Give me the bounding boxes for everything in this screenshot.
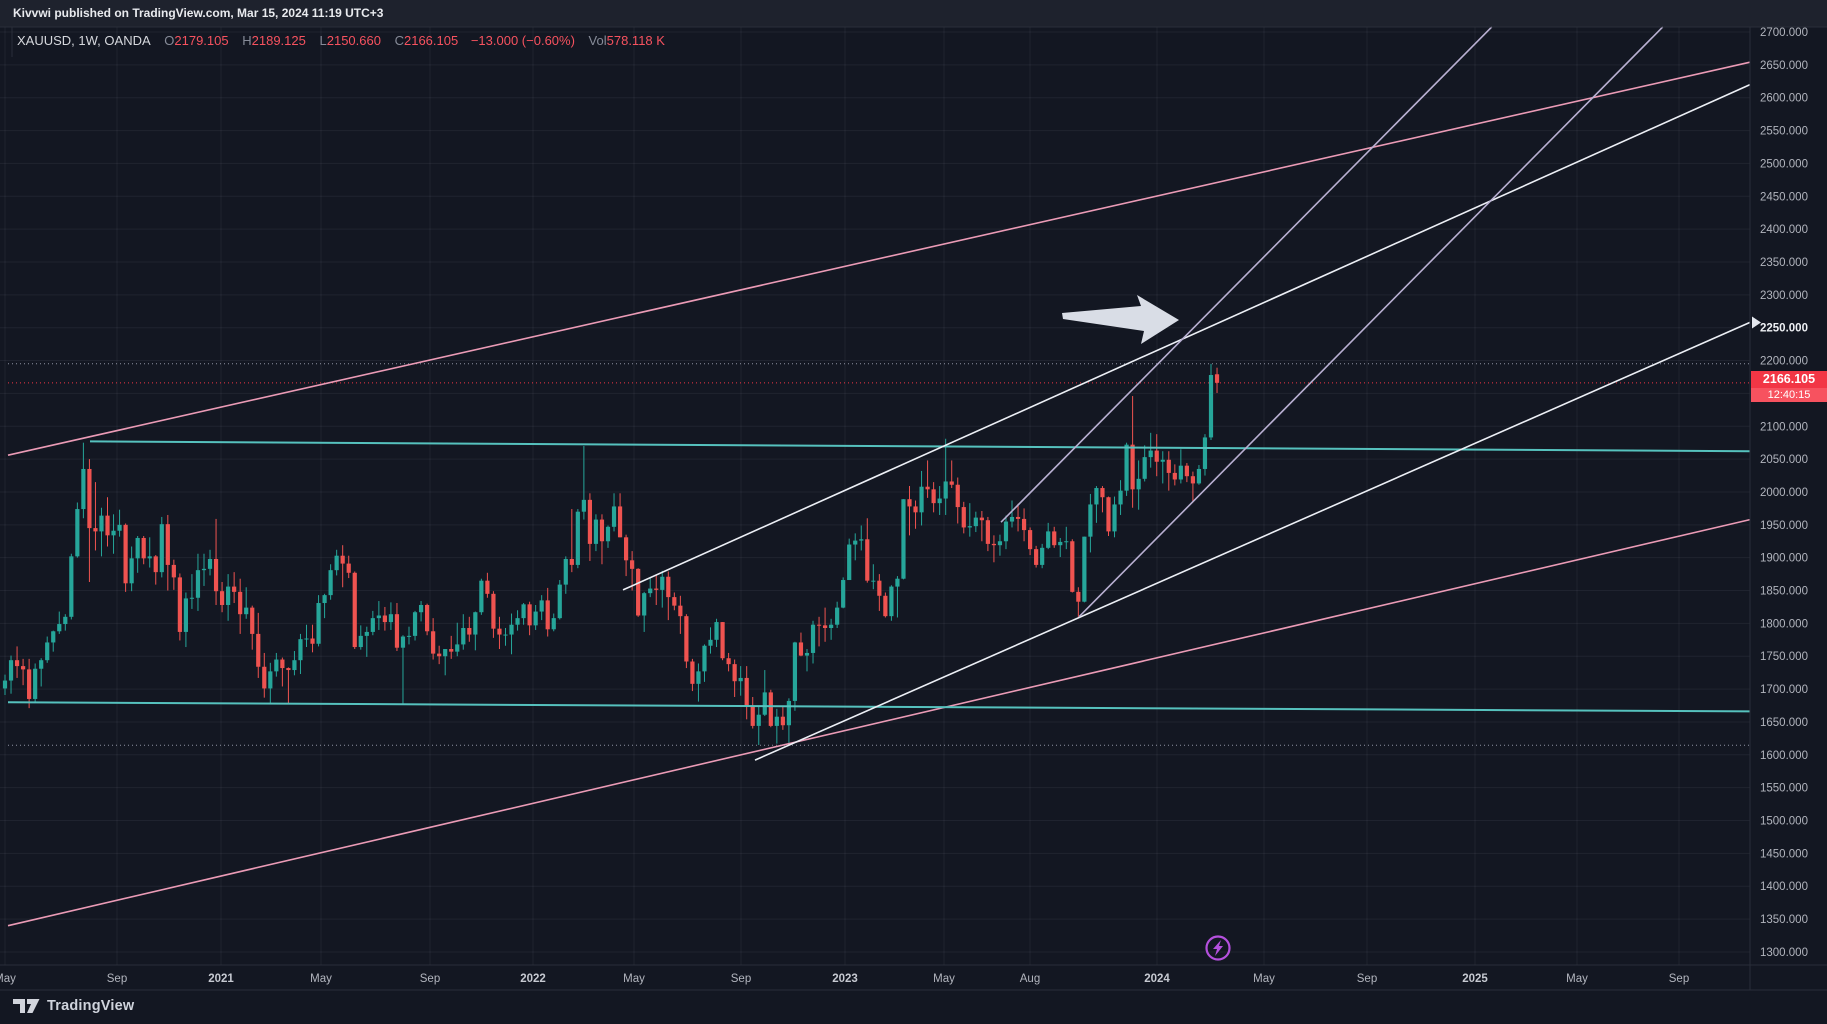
svg-text:Sep: Sep	[731, 973, 751, 985]
teal-range-top[interactable]	[89, 440, 1751, 453]
svg-text:2650.000: 2650.000	[1760, 60, 1808, 72]
svg-text:May: May	[623, 973, 645, 985]
low-value: 2150.660	[326, 33, 381, 48]
svg-text:Sep: Sep	[1669, 973, 1689, 985]
svg-text:May: May	[310, 973, 332, 985]
open-value: 2179.105	[174, 33, 229, 48]
close-value: 2166.105	[403, 33, 459, 48]
chart-legend[interactable]: XAUUSD, 1W, OANDA O2179.105 H2189.125 L2…	[17, 33, 665, 48]
published-line: Kivvwi published on TradingView.com, Mar…	[13, 6, 384, 20]
footer-bar: TradingView	[13, 995, 134, 1017]
svg-text:1650.000: 1650.000	[1760, 717, 1808, 729]
idea-lightning-icon[interactable]	[1205, 935, 1231, 961]
svg-text:2450.000: 2450.000	[1760, 191, 1808, 203]
svg-text:May: May	[1566, 973, 1588, 985]
last-price-label: 2166.105 12:40:15	[1751, 371, 1827, 402]
svg-text:2500.000: 2500.000	[1760, 158, 1808, 170]
svg-text:2200.000: 2200.000	[1760, 356, 1808, 368]
svg-text:2550.000: 2550.000	[1760, 126, 1808, 138]
svg-text:2350.000: 2350.000	[1760, 257, 1808, 269]
close-label: C	[394, 33, 404, 48]
steep-trendline-right[interactable]	[1078, 26, 1664, 618]
open-label: O	[164, 33, 175, 48]
svg-text:1550.000: 1550.000	[1760, 783, 1808, 795]
svg-text:2000.000: 2000.000	[1760, 487, 1808, 499]
tradingview-logo-icon[interactable]	[13, 998, 40, 1014]
high-value: 2189.125	[251, 33, 306, 48]
low-label: L	[319, 33, 327, 48]
change-value: −13.000 (−0.60%)	[470, 33, 575, 48]
svg-text:2025: 2025	[1462, 973, 1488, 985]
white-channel-upper[interactable]	[622, 83, 1751, 591]
svg-text:1300.000: 1300.000	[1760, 947, 1808, 959]
tradingview-brand[interactable]: TradingView	[47, 998, 135, 1014]
white-channel-lower[interactable]	[754, 321, 1751, 761]
svg-text:2600.000: 2600.000	[1760, 93, 1808, 105]
line-price-marker-icon	[1752, 316, 1761, 329]
svg-text:2022: 2022	[520, 973, 546, 985]
svg-text:1450.000: 1450.000	[1760, 848, 1808, 860]
svg-text:2021: 2021	[208, 973, 234, 985]
symbol-title[interactable]: XAUUSD, 1W, OANDA	[17, 33, 151, 48]
svg-text:1900.000: 1900.000	[1760, 553, 1808, 565]
pink-channel-lower[interactable]	[7, 518, 1751, 927]
svg-text:Sep: Sep	[420, 973, 440, 985]
header-bar: Kivvwi published on TradingView.com, Mar…	[0, 0, 1827, 27]
svg-text:2023: 2023	[832, 973, 858, 985]
grid-lines	[0, 27, 1750, 965]
candlesticks	[2, 363, 1220, 745]
svg-text:Sep: Sep	[107, 973, 127, 985]
svg-text:1400.000: 1400.000	[1760, 881, 1808, 893]
pink-channel-upper[interactable]	[7, 61, 1751, 456]
teal-range-bottom[interactable]	[7, 701, 1751, 713]
arrow-annotation[interactable]	[1062, 295, 1179, 344]
svg-text:May: May	[0, 973, 16, 985]
volume-label: Vol	[588, 33, 607, 48]
svg-text:1950.000: 1950.000	[1760, 520, 1808, 532]
svg-text:2100.000: 2100.000	[1760, 421, 1808, 433]
bar-countdown: 12:40:15	[1751, 388, 1827, 402]
svg-text:1750.000: 1750.000	[1760, 651, 1808, 663]
svg-text:1600.000: 1600.000	[1760, 750, 1808, 762]
svg-text:1850.000: 1850.000	[1760, 586, 1808, 598]
price-axis[interactable]: 2700.000 2650.000 2600.000 2550.000 2500.000…	[1752, 27, 1808, 959]
svg-text:2300.000: 2300.000	[1760, 290, 1808, 302]
high-label: H	[242, 33, 252, 48]
svg-text:May: May	[933, 973, 955, 985]
volume-value: 578.118 K	[606, 33, 665, 48]
svg-text:Sep: Sep	[1357, 973, 1377, 985]
steep-trendline-left[interactable]	[1000, 26, 1493, 523]
time-axis[interactable]: May Sep 2021 May Sep 2022 May Sep 2023 May Aug 2024…	[0, 973, 1689, 985]
svg-text:2024: 2024	[1144, 973, 1170, 985]
pane-borders	[0, 26, 1827, 991]
svg-text:2250.000: 2250.000	[1760, 323, 1808, 335]
last-price-value: 2166.105	[1751, 371, 1827, 388]
svg-text:1500.000: 1500.000	[1760, 816, 1808, 828]
svg-text:2400.000: 2400.000	[1760, 224, 1808, 236]
svg-text:2050.000: 2050.000	[1760, 454, 1808, 466]
svg-text:May: May	[1253, 973, 1275, 985]
svg-text:2700.000: 2700.000	[1760, 27, 1808, 39]
svg-text:1800.000: 1800.000	[1760, 618, 1808, 630]
svg-text:1350.000: 1350.000	[1760, 914, 1808, 926]
svg-text:Aug: Aug	[1020, 973, 1040, 985]
svg-text:1700.000: 1700.000	[1760, 684, 1808, 696]
